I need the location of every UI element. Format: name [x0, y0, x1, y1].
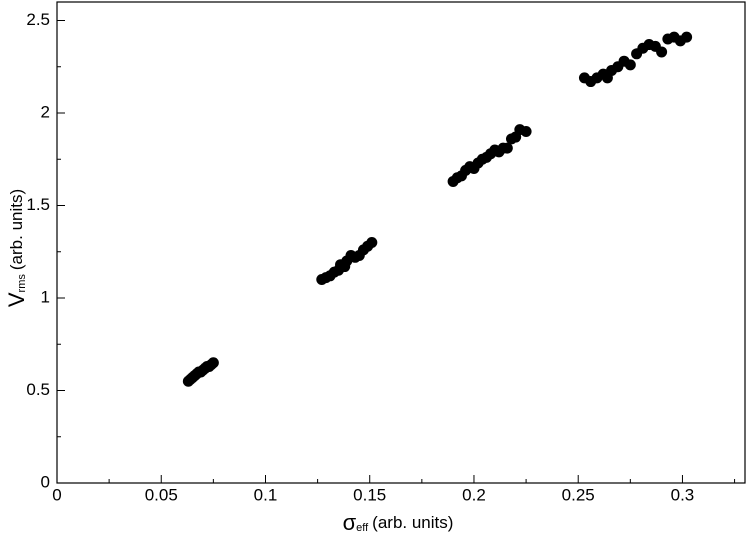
y-tick-label: 0.5 [26, 380, 50, 399]
y-axis-label: Vrms (arb. units) [4, 189, 29, 307]
x-label-unit: (arb. units) [372, 513, 453, 532]
point [366, 237, 378, 248]
x-tick-label: 0.3 [671, 485, 695, 504]
point [501, 142, 513, 154]
y-label-symbol: V [4, 292, 29, 307]
point [207, 357, 219, 369]
y-tick-label: 2 [41, 102, 50, 121]
y-label-unit: (arb. units) [7, 189, 26, 270]
y-tick-label: 0 [41, 472, 50, 491]
y-tick-label: 2.5 [26, 10, 50, 29]
point [520, 126, 532, 137]
point [681, 31, 693, 43]
point [624, 59, 636, 71]
x-tick-label: 0.1 [254, 485, 278, 504]
y-tick-label: 1 [41, 287, 50, 306]
x-tick-label: 0.2 [462, 485, 486, 504]
plot-frame [56, 1, 746, 484]
x-label-symbol: σ [343, 510, 357, 535]
y-tick-label: 1.5 [26, 195, 50, 214]
x-tick-label: 0.25 [562, 485, 595, 504]
point [656, 46, 668, 58]
x-label-sub: eff [356, 522, 369, 534]
x-tick-label: 0.05 [145, 485, 178, 504]
y-label-sub: rms [16, 274, 28, 293]
x-axis-label: σeff (arb. units) [343, 510, 454, 535]
x-tick-label: 0 [52, 485, 61, 504]
x-tick-label: 0.15 [353, 485, 386, 504]
